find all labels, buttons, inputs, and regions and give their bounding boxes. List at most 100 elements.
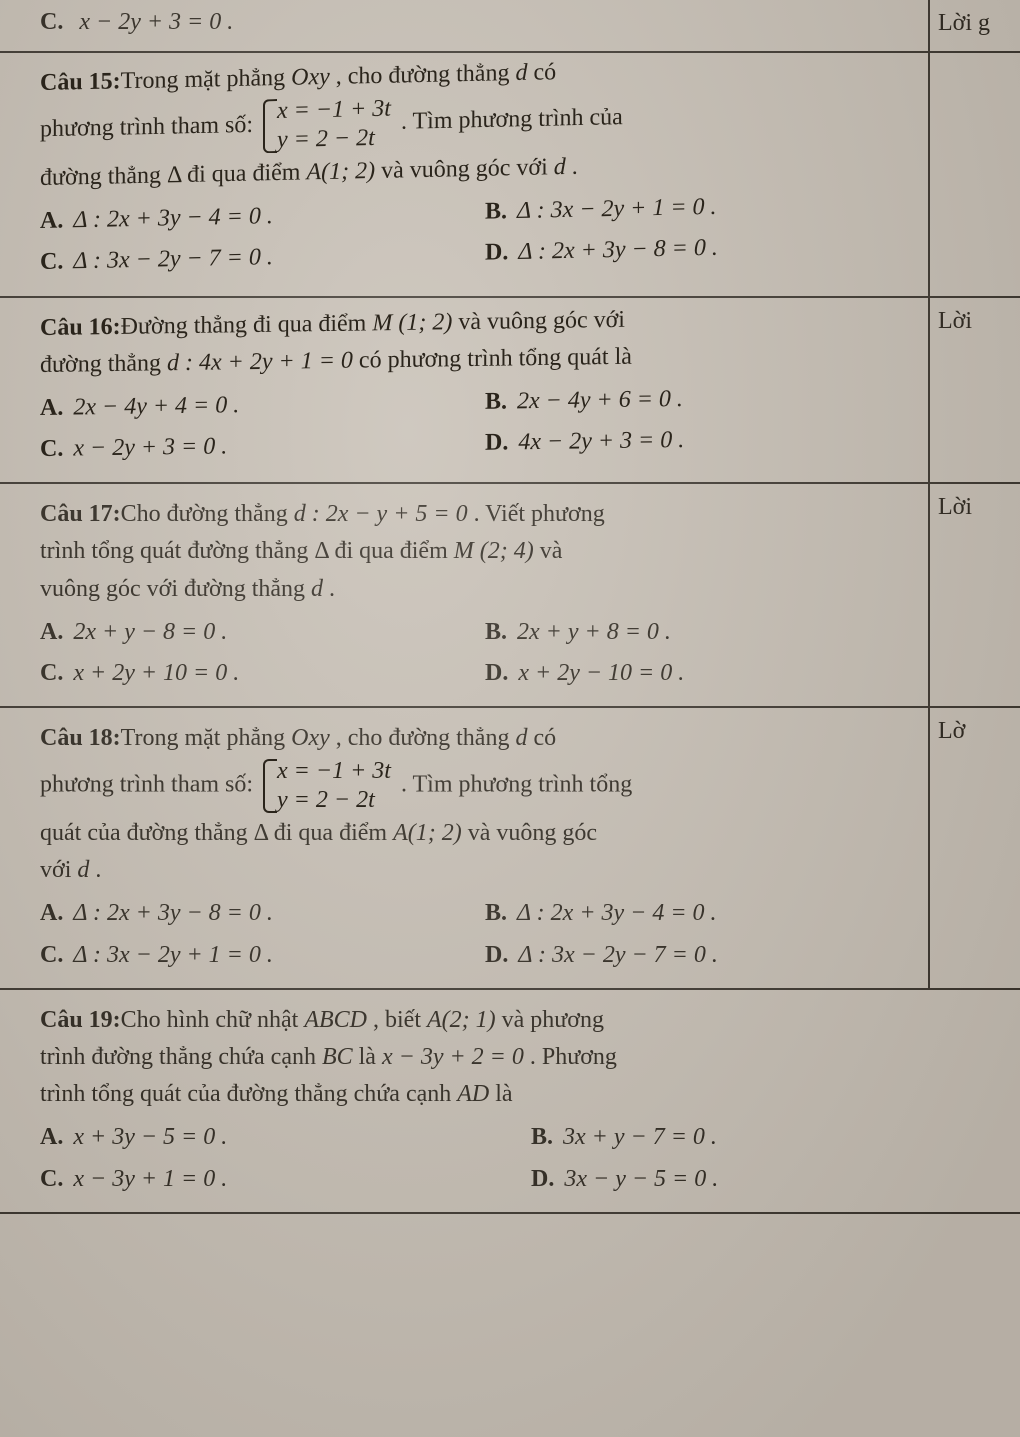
option-eq: x + 2y − 10 = 0 . — [518, 660, 684, 686]
option-letter: C. — [40, 436, 63, 462]
option-letter: B. — [485, 619, 507, 645]
option-letter: A. — [40, 208, 63, 234]
q19-line1: Câu 19:Cho hình chữ nhật ABCD , biết A(2… — [40, 1002, 1002, 1039]
option-eq: 2x − 4y + 6 = 0 . — [517, 386, 683, 414]
q17-line2: trình tổng quát đường thẳng Δ đi qua điể… — [40, 533, 910, 570]
q15-text: phương trình tham số: — [40, 112, 259, 143]
q16-options: A.2x − 4y + 4 = 0 . B.2x − 4y + 6 = 0 . … — [40, 378, 910, 469]
option-eq: 2x + y + 8 = 0 . — [517, 619, 671, 645]
bc-eq: x − 3y + 2 = 0 — [382, 1044, 524, 1070]
q17-line3: vuông góc với đường thẳng d . — [40, 571, 910, 608]
option-letter: C. — [40, 942, 63, 968]
q18-text: có — [527, 725, 556, 751]
prev-option-c: C. x − 2y + 3 = 0 . — [40, 4, 910, 41]
q17-option-a: A.2x + y − 8 = 0 . — [40, 614, 465, 651]
partial-previous-cell: C. x − 2y + 3 = 0 . — [0, 0, 930, 51]
option-eq: 3x + y − 7 = 0 . — [563, 1124, 717, 1150]
answer-label: Lời — [938, 308, 972, 334]
d-eq: d : 2x − y + 5 = 0 — [294, 501, 468, 527]
d-label: d — [311, 576, 323, 602]
q15-option-a: A. Δ : 2x + 3y − 4 = 0 . — [40, 194, 465, 240]
q17-text: Cho đường thẳng — [121, 501, 294, 527]
option-letter: D. — [531, 1166, 554, 1192]
sys-eq-top: x = −1 + 3t — [277, 95, 391, 126]
q15-text: . Tìm phương trình của — [401, 104, 623, 135]
question-19-row: Câu 19:Cho hình chữ nhật ABCD , biết A(2… — [0, 990, 1020, 1214]
q18-option-b: B.Δ : 2x + 3y − 4 = 0 . — [485, 895, 910, 932]
option-eq: Δ : 2x + 3y − 4 = 0 . — [73, 203, 273, 233]
option-eq: 3x − y − 5 = 0 . — [564, 1166, 718, 1192]
q19-text: Cho hình chữ nhật — [121, 1007, 305, 1033]
q19-title: Câu 19: — [40, 1007, 121, 1033]
q16-option-a: A. 2x − 4y + 4 = 0 . — [40, 384, 465, 427]
q18-text: . Tìm phương trình tổng — [401, 772, 632, 798]
q15-text: và vuông góc với — [375, 154, 554, 184]
q18-text: và vuông góc — [462, 820, 597, 846]
option-letter: A. — [40, 900, 63, 926]
q17-text: vuông góc với đường thẳng — [40, 576, 311, 602]
q15-options: A.Δ : 2x + 3y − 4 = 0 . B.Δ : 3x − 2y + … — [40, 185, 910, 282]
q18-line4: với d . — [40, 852, 910, 889]
point-m: M (2; 4) — [454, 538, 534, 564]
d-label: d — [554, 154, 566, 180]
option-letter: A. — [40, 395, 63, 421]
q16-text: đường thẳng — [40, 350, 167, 378]
question-15: Câu 15:Trong mặt phẳng Oxy , cho đường t… — [0, 53, 930, 295]
q18-title: Câu 18: — [40, 725, 121, 751]
q16-text: có phương trình tổng quát là — [353, 343, 632, 373]
option-letter: C. — [40, 660, 63, 686]
d-eq: d : 4x + 2y + 1 = 0 — [167, 347, 353, 376]
q19-option-a: A.x + 3y − 5 = 0 . — [40, 1119, 511, 1156]
q18-option-a: A.Δ : 2x + 3y − 8 = 0 . — [40, 895, 465, 932]
prev-option-c-eq: x − 2y + 3 = 0 . — [79, 9, 233, 35]
q16-option-d: D.4x − 2y + 3 = 0 . — [485, 419, 910, 462]
point-m: M (1; 2) — [372, 309, 452, 336]
q15-text: Trong mặt phẳng — [121, 65, 291, 95]
d-label: d — [515, 60, 527, 86]
q17-option-c: C.x + 2y + 10 = 0 . — [40, 655, 465, 692]
q19-text: . Phương — [524, 1044, 617, 1070]
q19-option-d: D. 3x − y − 5 = 0 . — [531, 1161, 1002, 1198]
q15-option-d: D.Δ : 2x + 3y − 8 = 0 . — [485, 226, 910, 272]
q18-text: với — [40, 857, 77, 883]
answer-label: Lờ — [938, 718, 965, 744]
q18-option-d: D.Δ : 3x − 2y − 7 = 0 . — [485, 937, 910, 974]
parametric-system: x = −1 + 3t y = 2 − 2t — [263, 757, 391, 815]
option-eq: 2x + y − 8 = 0 . — [73, 619, 227, 645]
partial-previous-row: C. x − 2y + 3 = 0 . Lời g — [0, 0, 1020, 53]
option-letter: B. — [485, 388, 507, 414]
answer-cell-17: Lời — [930, 484, 1020, 706]
q18-text: . — [89, 857, 101, 883]
q19-text: trình đường thẳng chứa cạnh — [40, 1044, 322, 1070]
question-16: Câu 16:Đường thẳng đi qua điểm M (1; 2) … — [0, 298, 930, 483]
option-letter: D. — [485, 942, 508, 968]
option-eq: 2x − 4y + 4 = 0 . — [73, 392, 239, 420]
oxy-label: Oxy — [291, 725, 330, 751]
q19-text: và phương — [496, 1007, 604, 1033]
q19-text: trình tổng quát của đường thẳng chứa cạn… — [40, 1081, 457, 1107]
q18-text: , cho đường thẳng — [330, 725, 516, 751]
option-letter: C. — [40, 1166, 63, 1192]
bc-label: BC — [322, 1044, 353, 1070]
q19-text: là — [489, 1081, 512, 1107]
question-18-row: Câu 18:Trong mặt phẳng Oxy , cho đường t… — [0, 708, 1020, 990]
oxy-label: Oxy — [291, 64, 330, 91]
q18-options: A.Δ : 2x + 3y − 8 = 0 . B.Δ : 2x + 3y − … — [40, 895, 910, 973]
q17-text: trình tổng quát đường thẳng Δ đi qua điể… — [40, 538, 454, 564]
question-19: Câu 19:Cho hình chữ nhật ABCD , biết A(2… — [0, 990, 1020, 1212]
q19-line3: trình tổng quát của đường thẳng chứa cạn… — [40, 1076, 1002, 1113]
q18-text: quát của đường thẳng Δ đi qua điểm — [40, 820, 393, 846]
answer-cell-15 — [930, 53, 1020, 295]
q18-option-c: C.Δ : 3x − 2y + 1 = 0 . — [40, 937, 465, 974]
page: C. x − 2y + 3 = 0 . Lời g Câu 15:Trong m… — [0, 0, 1020, 1437]
option-eq: x − 3y + 1 = 0 . — [73, 1166, 227, 1192]
ad-label: AD — [457, 1081, 489, 1107]
question-15-row: Câu 15:Trong mặt phẳng Oxy , cho đường t… — [0, 53, 1020, 297]
question-17-row: Câu 17:Cho đường thẳng d : 2x − y + 5 = … — [0, 484, 1020, 708]
q17-option-b: B. 2x + y + 8 = 0 . — [485, 614, 910, 651]
q19-line2: trình đường thẳng chứa cạnh BC là x − 3y… — [40, 1039, 1002, 1076]
option-letter: B. — [485, 198, 507, 224]
q15-text: có — [527, 59, 556, 86]
d-label: d — [77, 857, 89, 883]
q17-line1: Câu 17:Cho đường thẳng d : 2x − y + 5 = … — [40, 496, 910, 533]
